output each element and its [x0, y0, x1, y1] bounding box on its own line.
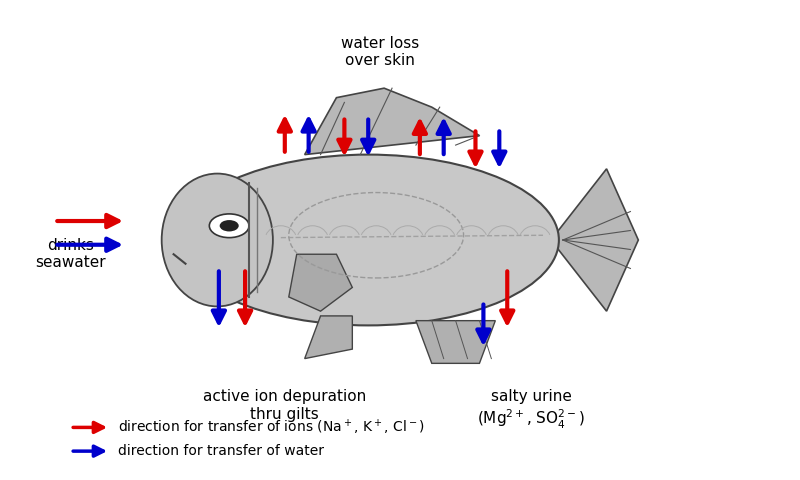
Circle shape [220, 220, 238, 231]
Text: active ion depuration
thru gilts: active ion depuration thru gilts [203, 389, 366, 422]
Polygon shape [305, 316, 352, 359]
Text: direction for transfer of water: direction for transfer of water [118, 444, 324, 458]
Polygon shape [416, 321, 495, 363]
Ellipse shape [162, 174, 273, 306]
Text: salty urine
(Mg$^{2+}$, SO$_4^{2-}$): salty urine (Mg$^{2+}$, SO$_4^{2-}$) [478, 389, 585, 431]
Ellipse shape [178, 155, 559, 325]
Text: direction for transfer of ions (Na$^+$, K$^+$, Cl$^-$): direction for transfer of ions (Na$^+$, … [118, 418, 425, 437]
Polygon shape [551, 169, 638, 311]
Polygon shape [305, 88, 479, 155]
Text: drinks
seawater: drinks seawater [35, 238, 106, 270]
Text: water loss
over skin: water loss over skin [341, 36, 419, 68]
Polygon shape [289, 254, 352, 311]
Circle shape [210, 214, 249, 238]
